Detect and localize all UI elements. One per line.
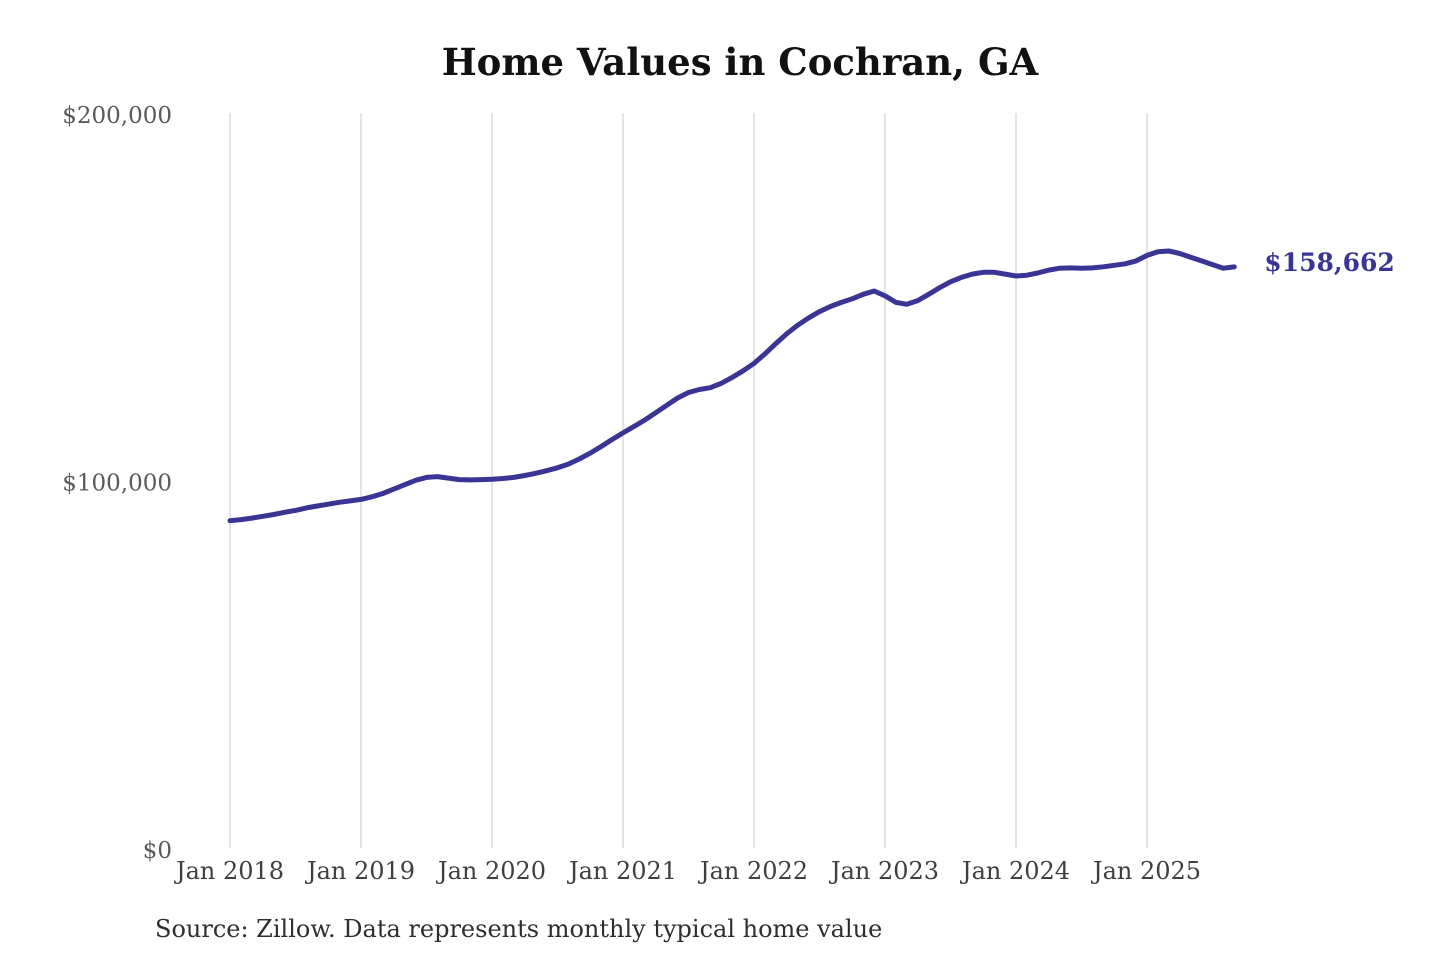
- x-axis-tick-label: Jan 2024: [959, 857, 1070, 885]
- latest-value-label: $158,662: [1264, 248, 1394, 277]
- home-value-series-line: [227, 248, 1237, 524]
- x-axis-tick-label: Jan 2023: [828, 857, 939, 885]
- x-axis-labels-group: Jan 2018 Jan 2019 Jan 2020 Jan 2021 Jan 2022…: [173, 857, 1201, 885]
- y-axis-labels-group: $0 $100,000 $200,000: [62, 103, 172, 864]
- x-axis-tick-label: Jan 2018: [173, 857, 284, 885]
- y-axis-tick-label: $200,000: [62, 103, 172, 129]
- x-axis-tick-label: Jan 2020: [435, 857, 546, 885]
- y-axis-tick-label: $100,000: [62, 471, 172, 497]
- chart-title: Home Values in Cochran, GA: [441, 40, 1039, 84]
- x-axis-tick-label: Jan 2022: [697, 857, 808, 885]
- source-note: Source: Zillow. Data represents monthly …: [155, 915, 883, 943]
- x-axis-tick-label: Jan 2025: [1090, 857, 1201, 885]
- x-axis-tick-label: Jan 2021: [566, 857, 677, 885]
- y-axis-tick-label: $0: [143, 838, 172, 864]
- gridlines-group: [229, 113, 1148, 848]
- x-axis-tick-label: Jan 2019: [304, 857, 415, 885]
